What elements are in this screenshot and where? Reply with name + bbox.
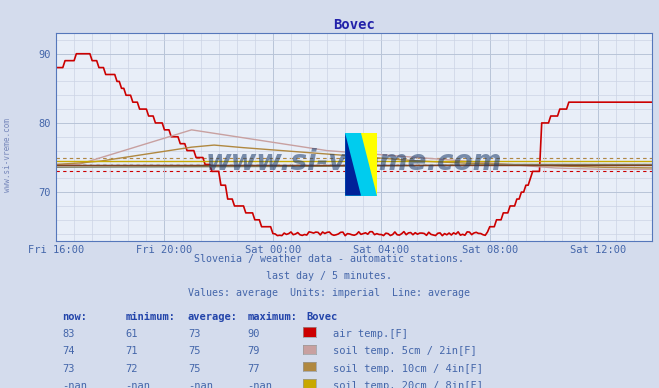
Text: 73: 73 [63,364,75,374]
Text: -nan: -nan [188,381,213,388]
Text: air temp.[F]: air temp.[F] [333,329,408,340]
Text: average:: average: [188,312,238,322]
Text: soil temp. 10cm / 4in[F]: soil temp. 10cm / 4in[F] [333,364,483,374]
Text: www.si-vreme.com: www.si-vreme.com [3,118,13,192]
Text: minimum:: minimum: [125,312,175,322]
Text: now:: now: [63,312,88,322]
Text: Bovec: Bovec [306,312,337,322]
Text: 90: 90 [247,329,260,340]
Text: 71: 71 [125,346,138,357]
Text: 83: 83 [63,329,75,340]
Text: 77: 77 [247,364,260,374]
Text: maximum:: maximum: [247,312,297,322]
Polygon shape [361,133,377,196]
Bar [345,133,377,196]
Text: soil temp. 20cm / 8in[F]: soil temp. 20cm / 8in[F] [333,381,483,388]
Text: last day / 5 minutes.: last day / 5 minutes. [266,271,393,281]
Text: www.si-vreme.com: www.si-vreme.com [206,148,502,176]
Polygon shape [345,133,361,196]
Text: Slovenia / weather data - automatic stations.: Slovenia / weather data - automatic stat… [194,254,465,264]
Text: -nan: -nan [247,381,272,388]
Text: Values: average  Units: imperial  Line: average: Values: average Units: imperial Line: av… [188,288,471,298]
Text: 75: 75 [188,364,200,374]
Text: -nan: -nan [125,381,150,388]
Text: 72: 72 [125,364,138,374]
Title: Bovec: Bovec [333,18,375,32]
Text: 75: 75 [188,346,200,357]
Text: soil temp. 5cm / 2in[F]: soil temp. 5cm / 2in[F] [333,346,476,357]
Text: 73: 73 [188,329,200,340]
Text: 61: 61 [125,329,138,340]
Text: 74: 74 [63,346,75,357]
Text: 79: 79 [247,346,260,357]
Text: -nan: -nan [63,381,88,388]
